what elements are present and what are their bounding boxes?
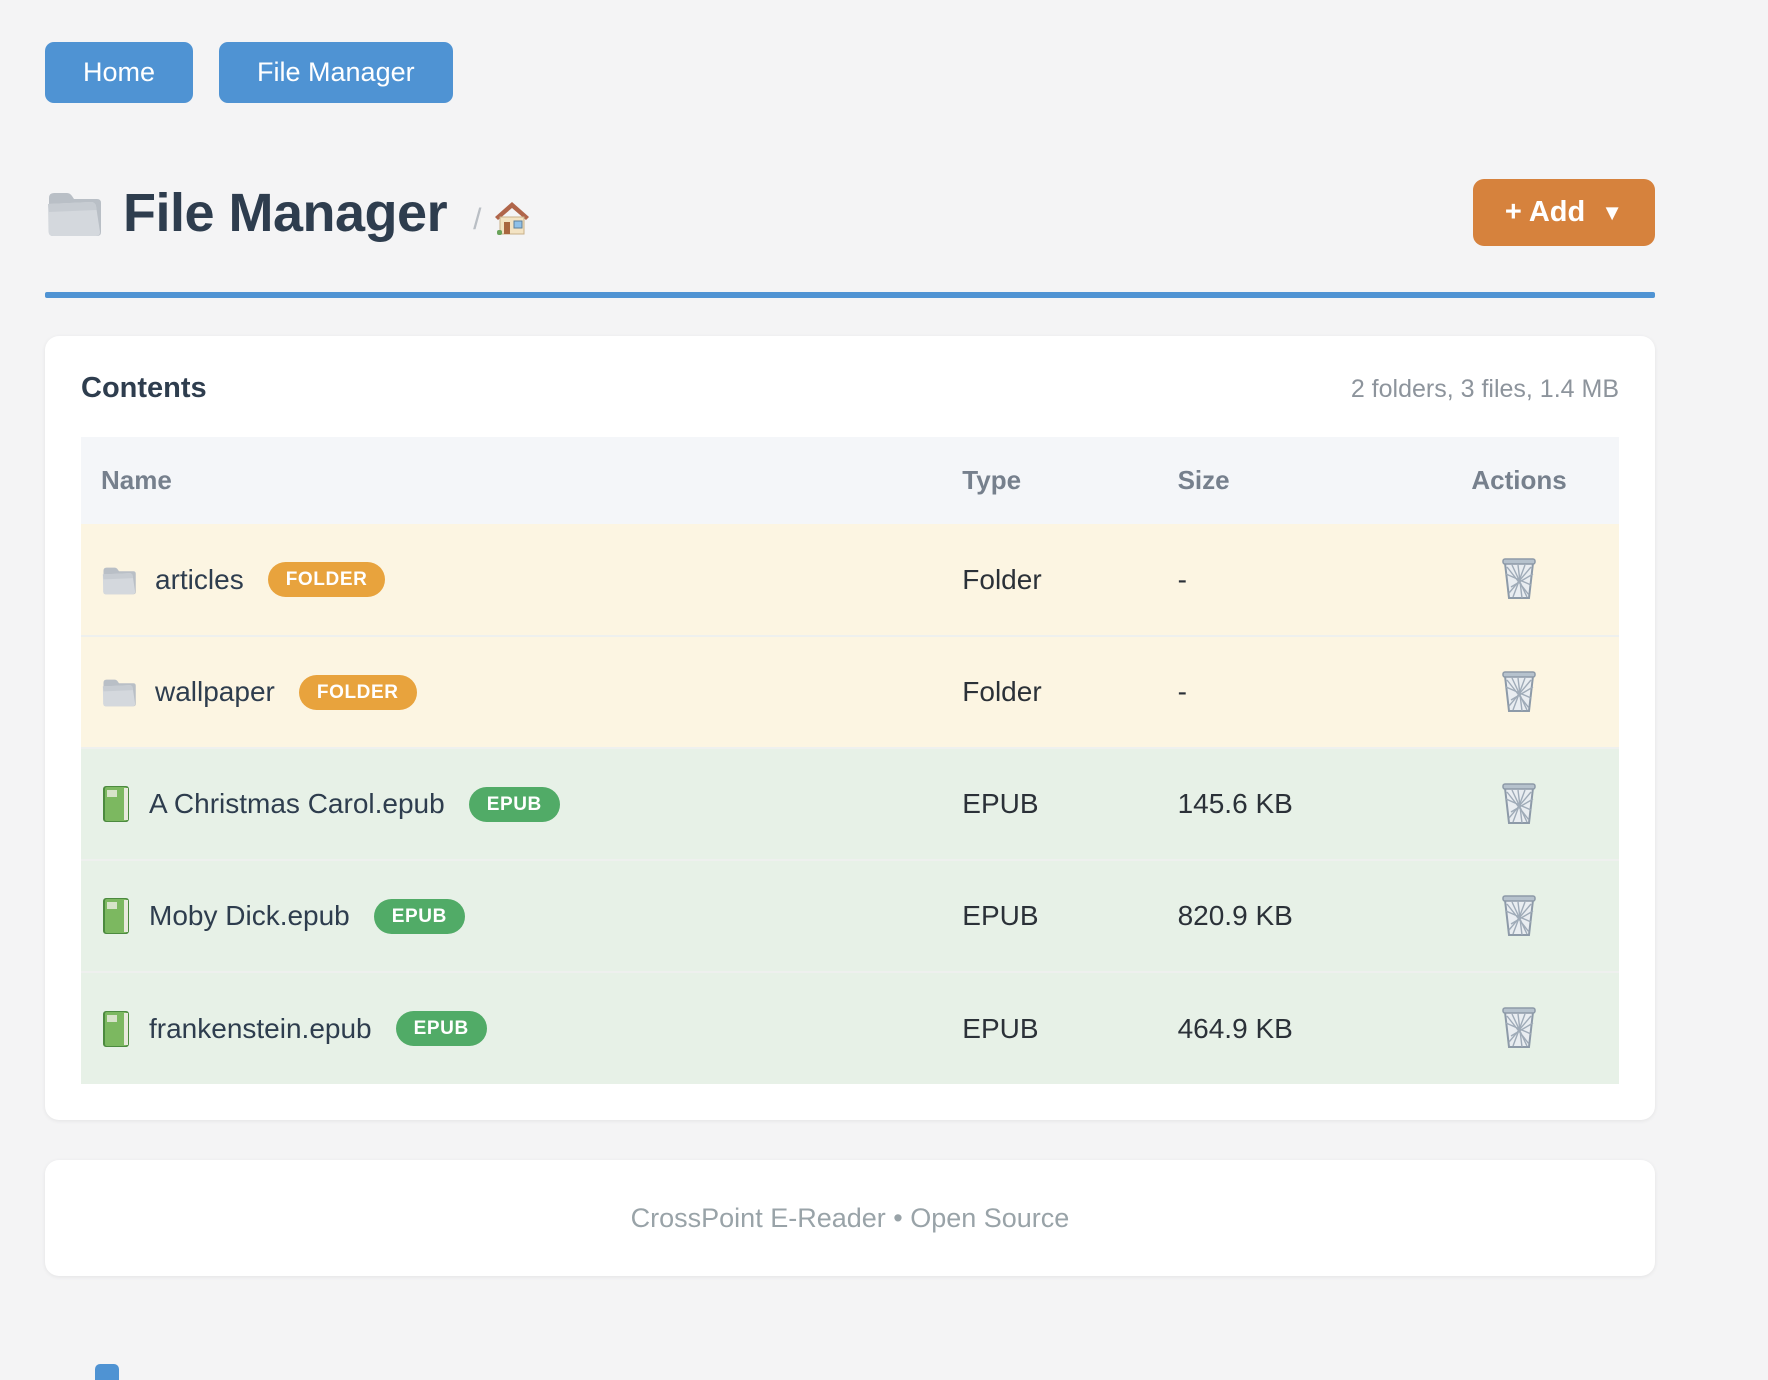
- green-book-icon: [101, 897, 131, 935]
- table-row[interactable]: articles FOLDER Folder -: [81, 524, 1619, 636]
- footer-text: CrossPoint E-Reader • Open Source: [630, 1202, 1070, 1233]
- folder-icon: [101, 564, 137, 596]
- page-container: Home File Manager File Manager /: [45, 0, 1655, 1276]
- trash-icon: [1499, 555, 1539, 601]
- type-badge: FOLDER: [298, 674, 417, 710]
- column-header-size: Size: [1177, 465, 1230, 495]
- footer: CrossPoint E-Reader • Open Source: [45, 1160, 1655, 1276]
- folder-icon: [45, 188, 103, 238]
- column-header-type: Type: [962, 465, 1022, 495]
- file-size: 145.6 KB: [1177, 788, 1293, 819]
- file-table: Name Type Size Actions: [81, 437, 1619, 1084]
- file-type: Folder: [962, 563, 1042, 595]
- type-badge: EPUB: [395, 1011, 487, 1046]
- top-nav: Home File Manager: [45, 0, 1655, 103]
- file-type: EPUB: [962, 1012, 1039, 1044]
- contents-card: Contents 2 folders, 3 files, 1.4 MB Name…: [45, 336, 1655, 1120]
- file-type: Folder: [962, 676, 1042, 707]
- folder-icon: [101, 676, 137, 708]
- header-divider: [45, 292, 1655, 298]
- delete-button[interactable]: [1495, 551, 1543, 605]
- table-header-row: Name Type Size Actions: [81, 437, 1619, 524]
- column-header-actions: Actions: [1471, 465, 1567, 495]
- page-title: File Manager: [123, 182, 448, 243]
- delete-button[interactable]: [1495, 664, 1543, 718]
- viewport-cutoff-element: [95, 1364, 119, 1380]
- contents-title: Contents: [81, 372, 207, 404]
- table-row[interactable]: Moby Dick.epub EPUB EPUB 820.9 KB: [81, 860, 1619, 972]
- trash-icon: [1499, 668, 1539, 714]
- table-row[interactable]: frankenstein.epub EPUB EPUB 464.9 KB: [81, 972, 1619, 1084]
- file-size: -: [1177, 676, 1187, 707]
- green-book-icon: [101, 785, 131, 823]
- delete-button[interactable]: [1495, 888, 1543, 942]
- home-button[interactable]: Home: [45, 42, 194, 103]
- page-header: File Manager / + Add ▼: [45, 179, 1655, 246]
- trash-icon: [1499, 780, 1539, 826]
- type-badge: EPUB: [373, 898, 465, 934]
- add-button[interactable]: + Add ▼: [1472, 179, 1655, 246]
- delete-button[interactable]: [1495, 776, 1543, 830]
- file-name[interactable]: articles: [155, 563, 244, 595]
- green-book-icon: [101, 1010, 131, 1048]
- contents-summary: 2 folders, 3 files, 1.4 MB: [1350, 375, 1619, 403]
- type-badge: FOLDER: [267, 562, 386, 597]
- trash-icon: [1499, 892, 1539, 938]
- house-icon[interactable]: [493, 200, 531, 236]
- title-wrap: File Manager: [45, 182, 448, 244]
- file-type: EPUB: [962, 900, 1039, 931]
- file-type: EPUB: [962, 788, 1039, 819]
- trash-icon: [1499, 1004, 1539, 1050]
- file-size: 820.9 KB: [1177, 900, 1293, 931]
- file-name[interactable]: A Christmas Carol.epub: [149, 788, 445, 819]
- file-size: -: [1177, 563, 1187, 595]
- table-row[interactable]: A Christmas Carol.epub EPUB EPUB 145.6 K…: [81, 748, 1619, 860]
- file-manager-button[interactable]: File Manager: [219, 42, 453, 103]
- file-name[interactable]: wallpaper: [155, 676, 275, 707]
- type-badge: EPUB: [468, 786, 560, 822]
- contents-card-header: Contents 2 folders, 3 files, 1.4 MB: [81, 372, 1619, 405]
- file-name[interactable]: Moby Dick.epub: [149, 900, 350, 931]
- delete-button[interactable]: [1495, 1000, 1543, 1054]
- add-button-label: + Add: [1504, 196, 1586, 228]
- table-row[interactable]: wallpaper FOLDER Folder -: [81, 636, 1619, 748]
- file-size: 464.9 KB: [1177, 1012, 1293, 1044]
- column-header-name: Name: [101, 465, 172, 495]
- caret-down-icon: ▼: [1601, 199, 1623, 225]
- breadcrumb-separator: /: [473, 202, 482, 236]
- file-name[interactable]: frankenstein.epub: [149, 1012, 372, 1044]
